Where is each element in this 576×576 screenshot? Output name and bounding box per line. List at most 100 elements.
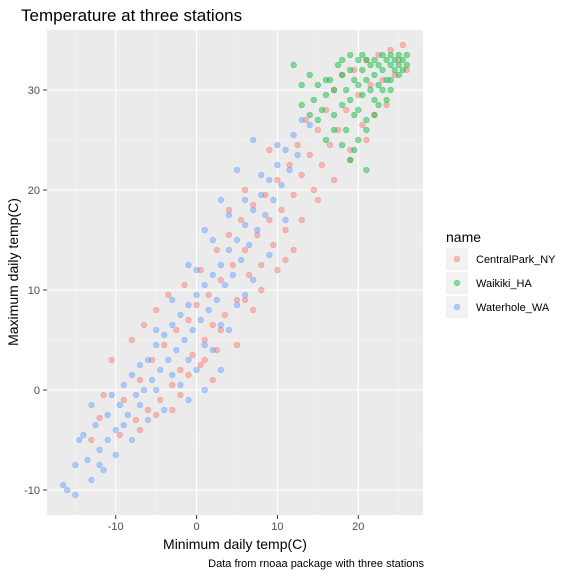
- data-point: [375, 61, 382, 69]
- y-tick-label: 0: [34, 385, 40, 397]
- data-point: [233, 301, 241, 309]
- data-point: [274, 176, 281, 184]
- data-point: [205, 291, 212, 299]
- data-point: [209, 271, 216, 279]
- data-point: [108, 391, 115, 399]
- data-point: [153, 341, 160, 349]
- data-point: [250, 306, 257, 314]
- chart-title: Temperature at three stations: [21, 6, 242, 25]
- data-point: [153, 411, 160, 419]
- data-point: [250, 201, 257, 209]
- data-point: [233, 236, 241, 244]
- data-point: [314, 196, 321, 204]
- data-point: [294, 141, 301, 149]
- data-point: [237, 216, 245, 224]
- data-point: [266, 251, 273, 259]
- data-point: [104, 436, 111, 444]
- data-point: [371, 96, 378, 104]
- data-point: [189, 351, 196, 359]
- data-point: [165, 356, 172, 364]
- data-point: [375, 101, 382, 109]
- legend-item: CentralPark_NY: [446, 248, 556, 270]
- data-point: [379, 86, 386, 94]
- data-point: [294, 151, 301, 159]
- legend-key-point: [453, 279, 461, 287]
- legend-item: Waterhole_WA: [446, 296, 550, 318]
- legend-label: CentralPark_NY: [476, 254, 556, 266]
- data-point: [72, 491, 79, 499]
- data-point: [363, 76, 370, 84]
- data-point: [298, 216, 305, 224]
- data-point: [403, 61, 410, 69]
- data-point: [339, 71, 346, 79]
- data-point: [286, 166, 293, 174]
- data-point: [144, 356, 152, 364]
- data-point: [225, 326, 233, 334]
- data-point: [169, 406, 176, 414]
- x-axis-title: Minimum daily temp(C): [163, 536, 307, 552]
- data-point: [359, 121, 366, 129]
- y-tick-label: -10: [24, 485, 40, 497]
- data-point: [80, 431, 87, 439]
- data-point: [298, 101, 305, 109]
- data-point: [185, 301, 192, 309]
- data-point: [318, 161, 326, 169]
- data-point: [177, 366, 184, 374]
- data-point: [258, 286, 265, 294]
- data-point: [254, 226, 261, 234]
- data-point: [128, 336, 136, 344]
- data-point: [157, 396, 164, 404]
- data-point: [217, 196, 224, 204]
- data-point: [387, 76, 394, 84]
- data-point: [355, 56, 362, 64]
- data-point: [221, 311, 228, 319]
- data-point: [274, 266, 281, 274]
- data-point: [100, 391, 107, 399]
- data-point: [197, 316, 204, 324]
- data-point: [197, 361, 204, 369]
- data-point: [383, 56, 390, 64]
- data-point: [225, 231, 233, 239]
- data-point: [193, 301, 200, 309]
- data-point: [88, 401, 95, 409]
- data-point: [201, 356, 208, 364]
- data-point: [213, 246, 220, 254]
- data-point: [237, 256, 245, 264]
- data-point: [217, 326, 224, 334]
- data-point: [173, 346, 180, 354]
- data-point: [217, 321, 224, 329]
- data-point: [225, 206, 233, 214]
- data-point: [367, 61, 374, 69]
- data-point: [286, 161, 293, 169]
- data-point: [347, 156, 354, 164]
- data-point: [290, 246, 297, 254]
- data-point: [322, 76, 330, 84]
- data-point: [246, 271, 253, 279]
- data-point: [330, 126, 338, 134]
- data-point: [290, 131, 297, 139]
- data-point: [347, 96, 354, 104]
- data-point: [363, 136, 370, 144]
- data-point: [306, 111, 313, 119]
- data-point: [185, 261, 192, 269]
- data-point: [379, 51, 386, 59]
- data-point: [355, 81, 362, 89]
- data-point: [72, 461, 79, 469]
- data-point: [209, 236, 216, 244]
- x-tick-label: -10: [108, 521, 124, 533]
- data-point: [229, 271, 237, 279]
- series-Waterhole_WA: [60, 116, 313, 499]
- data-point: [314, 116, 321, 124]
- data-point: [282, 216, 289, 224]
- data-point: [233, 296, 241, 304]
- y-tick-label: 30: [28, 85, 40, 97]
- data-point: [347, 51, 354, 59]
- data-point: [169, 321, 176, 329]
- data-point: [399, 56, 406, 64]
- data-point: [60, 481, 67, 489]
- data-point: [136, 426, 144, 434]
- data-point: [201, 226, 208, 234]
- data-point: [359, 51, 366, 59]
- data-point: [173, 326, 180, 334]
- data-point: [266, 216, 273, 224]
